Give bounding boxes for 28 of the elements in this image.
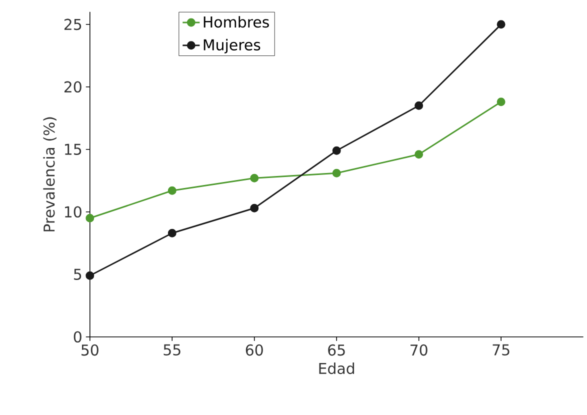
y-tick-label: 5: [74, 268, 82, 280]
point: [168, 186, 176, 195]
y-tick-label: 25: [64, 18, 82, 30]
point: [414, 150, 424, 159]
point: [86, 271, 94, 280]
point: [250, 204, 259, 212]
y-tick-label: 10: [65, 206, 82, 218]
point: [496, 20, 506, 29]
y-axis-title: Prevalencia (%): [43, 117, 57, 232]
x-axis-title: Edad: [319, 362, 354, 374]
point: [168, 228, 176, 238]
legend-label: Hombres: [204, 16, 269, 28]
x-tick-label: 75: [492, 344, 510, 356]
point: [332, 168, 341, 178]
x-tick-label: 60: [246, 344, 263, 356]
point: [332, 146, 341, 155]
x-tick-label: 65: [328, 344, 345, 356]
x-tick-label: 50: [82, 344, 98, 356]
y-tick-label: 0: [74, 331, 82, 343]
point: [250, 174, 259, 182]
x-tick-label: 70: [410, 344, 428, 356]
point: [496, 98, 506, 106]
y-tick-label: 20: [64, 81, 82, 93]
x-tick-label: 55: [164, 344, 180, 356]
point: [414, 101, 424, 110]
point: [86, 214, 94, 222]
y-tick-label: 15: [65, 144, 82, 156]
legend-label: Mujeres: [204, 38, 260, 54]
